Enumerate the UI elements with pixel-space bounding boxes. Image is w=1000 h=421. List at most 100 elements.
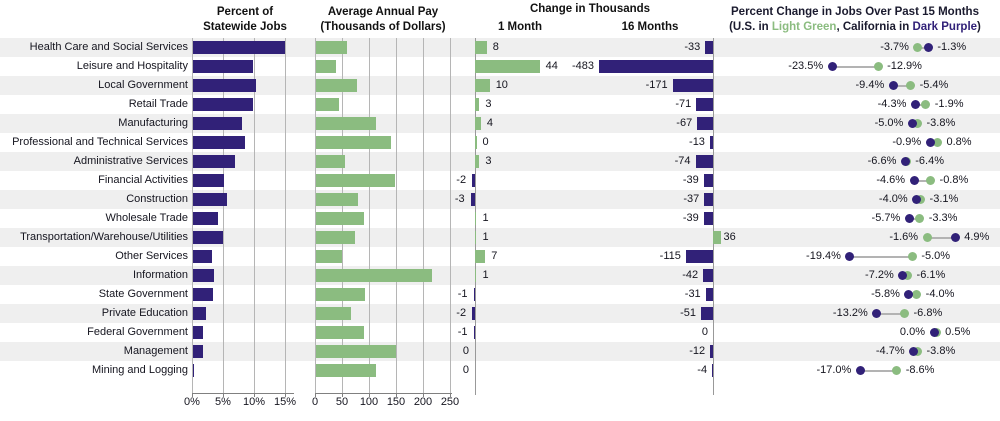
- x-axis-tick-label: 5%: [215, 396, 231, 408]
- percent-jobs-bar: [193, 98, 254, 111]
- percent-jobs-bar: [193, 117, 242, 130]
- ca-dot: [855, 366, 865, 375]
- us-dot: [907, 252, 917, 261]
- x-axis-tick: [423, 393, 424, 397]
- panel1-header-line1: Percent of: [216, 6, 274, 18]
- percent-jobs-bar: [193, 250, 213, 263]
- us-dot: [926, 176, 936, 185]
- pct-change-right-value: -0.8%: [939, 174, 969, 186]
- category-label: Private Education: [101, 307, 188, 319]
- panel2-header-line1: Average Annual Pay: [327, 6, 439, 18]
- pct-change-left-value: -3.7%: [880, 41, 909, 53]
- sixteen-month-bar: [703, 212, 713, 225]
- one-month-bar: [475, 98, 480, 111]
- sixteen-month-value: -13: [689, 136, 705, 148]
- panel3-col1-header: 1 Month: [497, 21, 543, 33]
- sixteen-month-bar: [695, 155, 713, 168]
- sixteen-month-bar: [700, 307, 713, 320]
- sixteen-month-value: -39: [682, 174, 699, 186]
- pct-change-right-value: -4.0%: [925, 288, 955, 300]
- category-label: Professional and Technical Services: [12, 136, 188, 148]
- pct-change-left-value: -5.0%: [874, 117, 904, 129]
- pct-change-left-value: 0.0%: [899, 326, 925, 338]
- sixteen-month-bar: [672, 79, 713, 92]
- gridline: [396, 38, 397, 393]
- one-month-value: -3: [454, 193, 465, 205]
- ca-dot: [912, 195, 922, 204]
- avg-pay-bar: [316, 60, 336, 73]
- ca-dot: [925, 138, 935, 147]
- one-month-bar: [470, 193, 475, 206]
- category-label: Wholesale Trade: [105, 212, 188, 224]
- dot-connector: [876, 312, 905, 315]
- sixteen-month-bar: [705, 288, 713, 301]
- one-month-value: 3: [485, 98, 492, 110]
- sixteen-month-bar: [703, 269, 713, 282]
- sixteen-month-bar: [710, 345, 713, 358]
- gridline: [192, 38, 193, 393]
- panel4-header-line1: Percent Change in Jobs Over Past 15 Mont…: [731, 6, 979, 18]
- pct-change-left-value: -5.8%: [871, 288, 900, 300]
- category-label: Information: [132, 269, 188, 281]
- pct-change-right-value: -6.1%: [916, 269, 946, 281]
- dot-connector: [909, 217, 920, 220]
- pct-change-left-value: -19.4%: [806, 250, 841, 262]
- category-label: Construction: [126, 193, 188, 205]
- pct-change-right-value: -3.8%: [926, 117, 956, 129]
- one-month-value: -2: [456, 307, 467, 319]
- sixteen-month-value: -71: [675, 98, 692, 110]
- panel4-legend-ca-purple: Dark Purple: [912, 21, 978, 33]
- category-label: Retail Trade: [128, 98, 188, 110]
- one-month-bar: [475, 136, 477, 149]
- percent-jobs-bar: [193, 307, 207, 320]
- panel4-legend-mid: , California in: [836, 21, 913, 33]
- us-dot: [912, 290, 922, 299]
- avg-pay-bar: [316, 288, 365, 301]
- one-month-value: 1: [482, 212, 489, 224]
- pct-change-left-value: -1.6%: [889, 231, 919, 243]
- sixteen-month-value: -4: [697, 364, 708, 376]
- pct-change-left-value: -6.6%: [867, 155, 897, 167]
- ca-dot: [950, 233, 960, 242]
- category-label: Local Government: [98, 79, 188, 91]
- row-stripe: [0, 190, 1000, 209]
- category-label: Manufacturing: [118, 117, 188, 129]
- one-month-value: -1: [457, 288, 468, 300]
- pct-change-left-value: -9.4%: [855, 79, 885, 91]
- one-month-bar: [473, 288, 475, 301]
- x-axis-tick: [315, 393, 316, 397]
- gridline: [254, 38, 255, 393]
- dot-connector: [917, 46, 929, 49]
- pct-change-left-value: -4.7%: [875, 345, 905, 357]
- category-label: Administrative Services: [73, 155, 188, 167]
- one-month-value: 1: [482, 269, 489, 281]
- x-axis-tick: [254, 393, 255, 397]
- panel4-legend: (U.S. in Light Green, California in Dark…: [712, 20, 998, 35]
- sixteen-month-value: -39: [682, 212, 699, 224]
- panel2-header: Average Annual Pay (Thousands of Dollars…: [303, 5, 463, 35]
- ca-dot: [910, 100, 920, 109]
- panel4-header: Percent Change in Jobs Over Past 15 Mont…: [712, 5, 998, 35]
- x-axis-tick-label: 200: [413, 396, 433, 408]
- percent-jobs-bar: [193, 364, 194, 377]
- us-dot: [903, 271, 913, 280]
- us-dot: [873, 62, 883, 71]
- x-axis-tick: [369, 393, 370, 397]
- avg-pay-bar: [316, 345, 396, 358]
- one-month-value: 44: [545, 60, 558, 72]
- sixteen-month-value: -51: [680, 307, 696, 319]
- pct-change-left-value: -4.3%: [877, 98, 907, 110]
- panel1-header: Percent of Statewide Jobs: [180, 5, 310, 35]
- pct-change-left-value: -4.6%: [876, 174, 906, 186]
- row-stripe: [0, 114, 1000, 133]
- avg-pay-bar: [316, 117, 376, 130]
- pct-change-right-value: -6.4%: [915, 155, 944, 167]
- sixteen-month-value: -74: [674, 155, 691, 167]
- one-month-value: -1: [457, 326, 468, 338]
- gridline: [369, 38, 370, 393]
- one-month-bar: [475, 60, 540, 73]
- one-month-bar: [475, 250, 486, 263]
- sixteen-month-bar: [713, 231, 722, 244]
- percent-jobs-bar: [193, 41, 285, 54]
- sixteen-month-value: -42: [682, 269, 699, 281]
